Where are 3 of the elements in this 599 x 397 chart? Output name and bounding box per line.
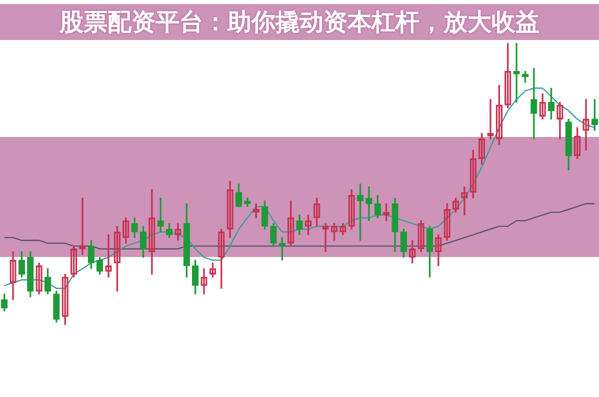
candlestick [366,186,372,221]
candlestick [513,43,520,103]
chart-title: 股票配资平台：助你撬动资本杠杆，放大收益 [0,4,599,40]
